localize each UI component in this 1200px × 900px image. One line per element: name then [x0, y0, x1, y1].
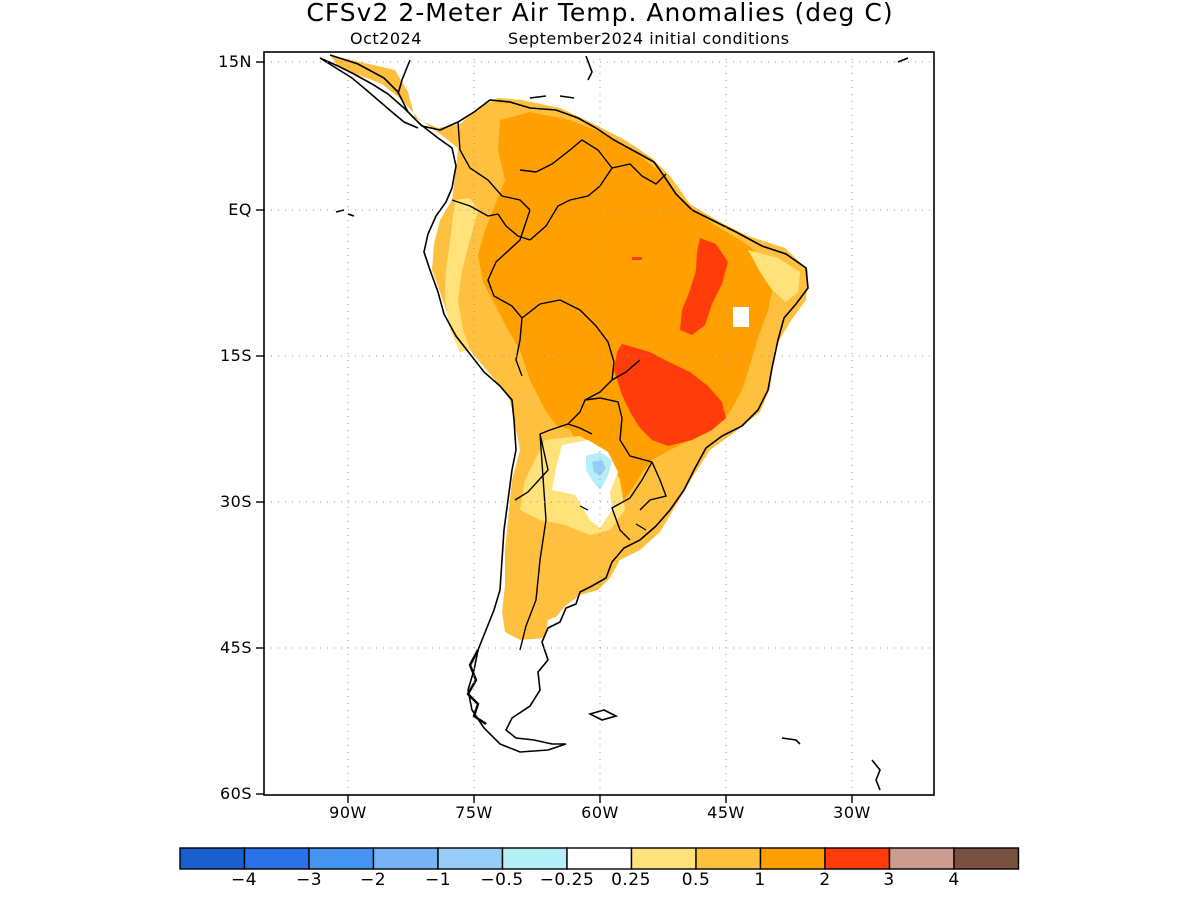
galapagos-islands	[335, 209, 355, 217]
lon-label-75w: 75W	[455, 803, 493, 822]
anomaly-field	[330, 55, 808, 760]
central-america-coast	[319, 57, 419, 129]
anomaly-region-2-3-northeast	[680, 238, 728, 335]
colorbar-swatch	[308, 847, 375, 870]
sandwich-islands	[871, 759, 881, 791]
coastline-south-america	[319, 54, 809, 753]
lat-label-eq: EQ	[228, 200, 252, 219]
lon-label-60w: 60W	[581, 803, 619, 822]
country-borders	[451, 121, 667, 651]
lon-label-90w: 90W	[329, 803, 367, 822]
anomaly-region-0.25-0.5-coast	[748, 250, 800, 302]
lat-label-30s: 30S	[219, 492, 252, 511]
caribbean-islands	[529, 55, 909, 99]
lat-label-45s: 45S	[219, 638, 252, 657]
colorbar-swatch	[372, 847, 439, 870]
colorbar-label: 0.25	[611, 870, 651, 890]
gridlines	[264, 52, 934, 795]
colorbar-swatch	[243, 847, 310, 870]
colorbar-swatch	[759, 847, 826, 870]
map-frame	[263, 51, 935, 796]
colorbar-label: −0.25	[539, 870, 595, 890]
colorbar-swatch	[630, 847, 697, 870]
lat-label-15n: 15N	[218, 52, 252, 71]
colorbar-label: 2	[819, 870, 831, 890]
map-title: CFSv2 2-Meter Air Temp. Anomalies (deg C…	[306, 0, 894, 27]
colorbar-label: 3	[883, 870, 895, 890]
near-normal-patch-northeast	[733, 307, 749, 327]
lon-label-45w: 45W	[707, 803, 745, 822]
initial-conditions: September2024 initial conditions	[508, 29, 790, 48]
anomaly-region-2-3-central	[614, 344, 726, 446]
anomaly-spot-amazon	[632, 257, 642, 260]
colorbar-swatch	[953, 847, 1020, 870]
colorbar-swatch	[695, 847, 762, 870]
axis-ticks	[256, 61, 853, 803]
colorbar-label: −4	[230, 870, 258, 890]
colorbar-label: 0.5	[681, 870, 711, 890]
anomaly-region-cool-core	[592, 460, 606, 476]
anomaly-region-0.25-0.5-andes	[445, 198, 478, 352]
colorbar	[179, 847, 1020, 870]
lat-label-15s: 15S	[219, 346, 252, 365]
colorbar-label: −0.5	[480, 870, 524, 890]
colorbar-label: −3	[295, 870, 323, 890]
colorbar-swatch	[437, 847, 504, 870]
colorbar-swatch	[824, 847, 891, 870]
colorbar-swatch	[501, 847, 568, 870]
colorbar-label: 1	[754, 870, 766, 890]
lat-label-60s: 60S	[219, 784, 252, 803]
lon-label-30w: 30W	[833, 803, 871, 822]
falkland-islands	[587, 709, 619, 721]
ocean-mask-patagonia	[470, 600, 640, 760]
colorbar-swatch	[566, 847, 633, 870]
colorbar-swatch	[888, 847, 955, 870]
south-georgia	[781, 737, 801, 745]
coastline-layer	[319, 54, 909, 791]
colorbar-swatch	[179, 847, 246, 870]
colorbar-label: −1	[424, 870, 452, 890]
colorbar-label: −2	[359, 870, 387, 890]
river-lakes	[579, 505, 647, 531]
colorbar-label: 4	[948, 870, 960, 890]
chile-fjords	[466, 649, 487, 725]
forecast-month: Oct2024	[350, 29, 422, 48]
